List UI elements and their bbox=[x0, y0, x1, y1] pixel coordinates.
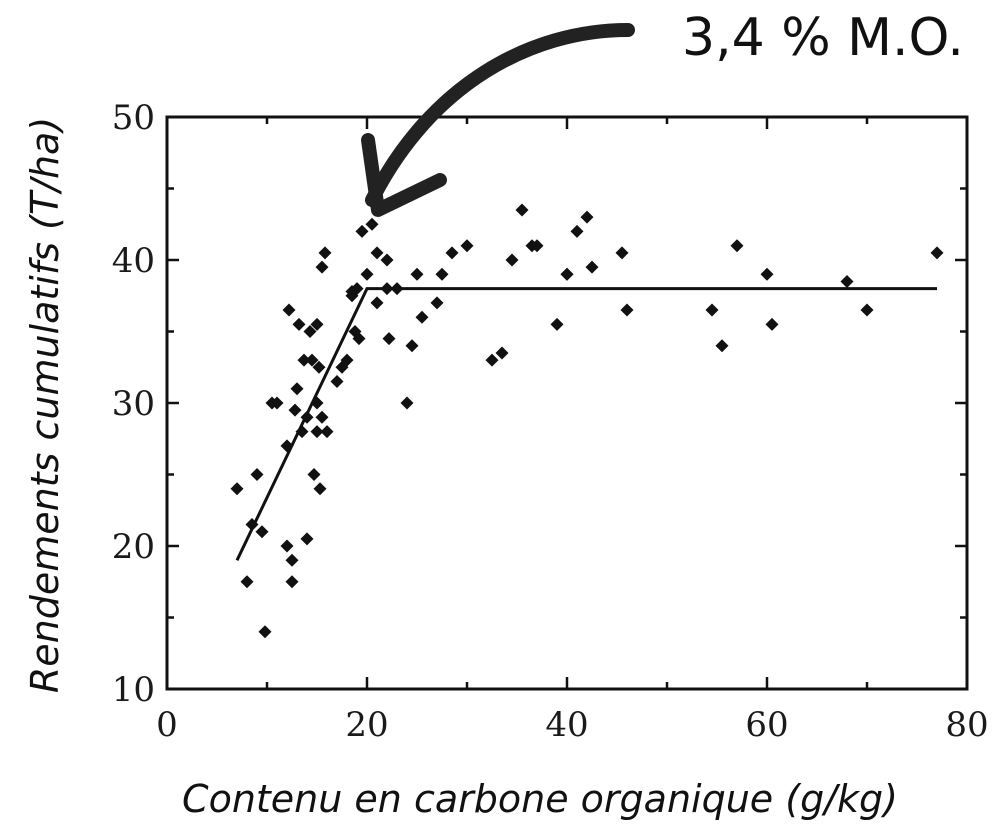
data-point bbox=[355, 224, 369, 238]
data-point bbox=[285, 575, 299, 589]
x-tick-label: 0 bbox=[156, 705, 178, 745]
data-point bbox=[560, 267, 574, 281]
data-point bbox=[445, 246, 459, 260]
data-point bbox=[550, 317, 564, 331]
data-point bbox=[410, 267, 424, 281]
data-point bbox=[307, 468, 321, 481]
data-point bbox=[255, 525, 269, 539]
data-point bbox=[765, 317, 779, 331]
data-point bbox=[282, 303, 296, 317]
y-tick-label: 20 bbox=[112, 527, 155, 567]
x-tick-label: 20 bbox=[345, 705, 388, 745]
data-point bbox=[360, 267, 374, 281]
data-point bbox=[415, 310, 429, 324]
x-axis-title: Contenu en carbone organique (g/kg) bbox=[182, 777, 898, 821]
data-point bbox=[760, 267, 774, 281]
data-point bbox=[930, 246, 944, 260]
data-point bbox=[250, 468, 264, 481]
data-point bbox=[435, 267, 449, 281]
data-point bbox=[370, 246, 384, 260]
data-point bbox=[430, 296, 444, 310]
data-point bbox=[515, 203, 529, 217]
y-tick-label: 30 bbox=[112, 384, 155, 424]
data-point bbox=[585, 260, 599, 274]
data-point bbox=[292, 317, 306, 331]
data-point bbox=[230, 482, 244, 496]
fit-line-group bbox=[235, 287, 937, 561]
data-point bbox=[330, 375, 344, 389]
x-tick-label: 40 bbox=[545, 705, 588, 745]
data-point bbox=[312, 360, 326, 374]
data-point bbox=[315, 410, 329, 424]
data-point bbox=[290, 382, 304, 396]
scatter-points bbox=[230, 203, 944, 639]
data-point bbox=[485, 353, 499, 367]
data-point bbox=[258, 625, 272, 639]
data-point bbox=[310, 425, 324, 439]
data-point bbox=[303, 325, 317, 338]
x-tick-label: 80 bbox=[945, 705, 988, 745]
data-point bbox=[615, 246, 629, 260]
data-point bbox=[530, 239, 544, 253]
data-point bbox=[840, 274, 854, 288]
plot-frame bbox=[165, 115, 969, 691]
y-axis-title: Rendements cumulatifs (T/ha) bbox=[23, 117, 67, 693]
data-point bbox=[288, 403, 302, 417]
data-point bbox=[315, 260, 329, 274]
data-point bbox=[340, 353, 354, 367]
data-point bbox=[580, 210, 594, 224]
annotation-arrowhead bbox=[361, 133, 447, 217]
data-point bbox=[270, 396, 284, 410]
data-point bbox=[382, 332, 396, 346]
data-point bbox=[570, 224, 584, 238]
data-point bbox=[380, 253, 394, 267]
data-point bbox=[313, 482, 327, 496]
data-point bbox=[400, 396, 414, 410]
data-point bbox=[730, 239, 744, 253]
data-point bbox=[460, 239, 474, 253]
data-point bbox=[715, 339, 729, 353]
data-point bbox=[370, 296, 384, 310]
data-point bbox=[240, 575, 254, 589]
annotation-arrow bbox=[365, 23, 635, 207]
data-point bbox=[310, 317, 324, 331]
data-point bbox=[280, 539, 294, 553]
data-point bbox=[352, 332, 366, 346]
axes: 0 20 40 60 80 10 20 30 40 50 bbox=[112, 98, 989, 745]
data-point bbox=[300, 532, 314, 546]
data-point bbox=[705, 303, 719, 317]
data-point bbox=[620, 303, 634, 317]
data-point bbox=[365, 217, 379, 231]
data-point bbox=[318, 246, 332, 260]
annotation-label: 3,4 % M.O. bbox=[682, 8, 964, 68]
data-point bbox=[305, 353, 319, 367]
data-point bbox=[860, 303, 874, 317]
data-point bbox=[405, 339, 419, 353]
x-tick-label: 60 bbox=[745, 705, 788, 745]
data-point bbox=[320, 425, 334, 439]
y-tick-label: 10 bbox=[112, 670, 155, 710]
data-point bbox=[505, 253, 519, 267]
fit-line bbox=[235, 287, 937, 561]
data-point bbox=[297, 353, 311, 367]
y-tick-label: 40 bbox=[112, 241, 155, 281]
data-point bbox=[350, 282, 364, 296]
data-point bbox=[285, 553, 299, 567]
data-point bbox=[495, 346, 509, 360]
y-tick-label: 50 bbox=[112, 98, 155, 138]
